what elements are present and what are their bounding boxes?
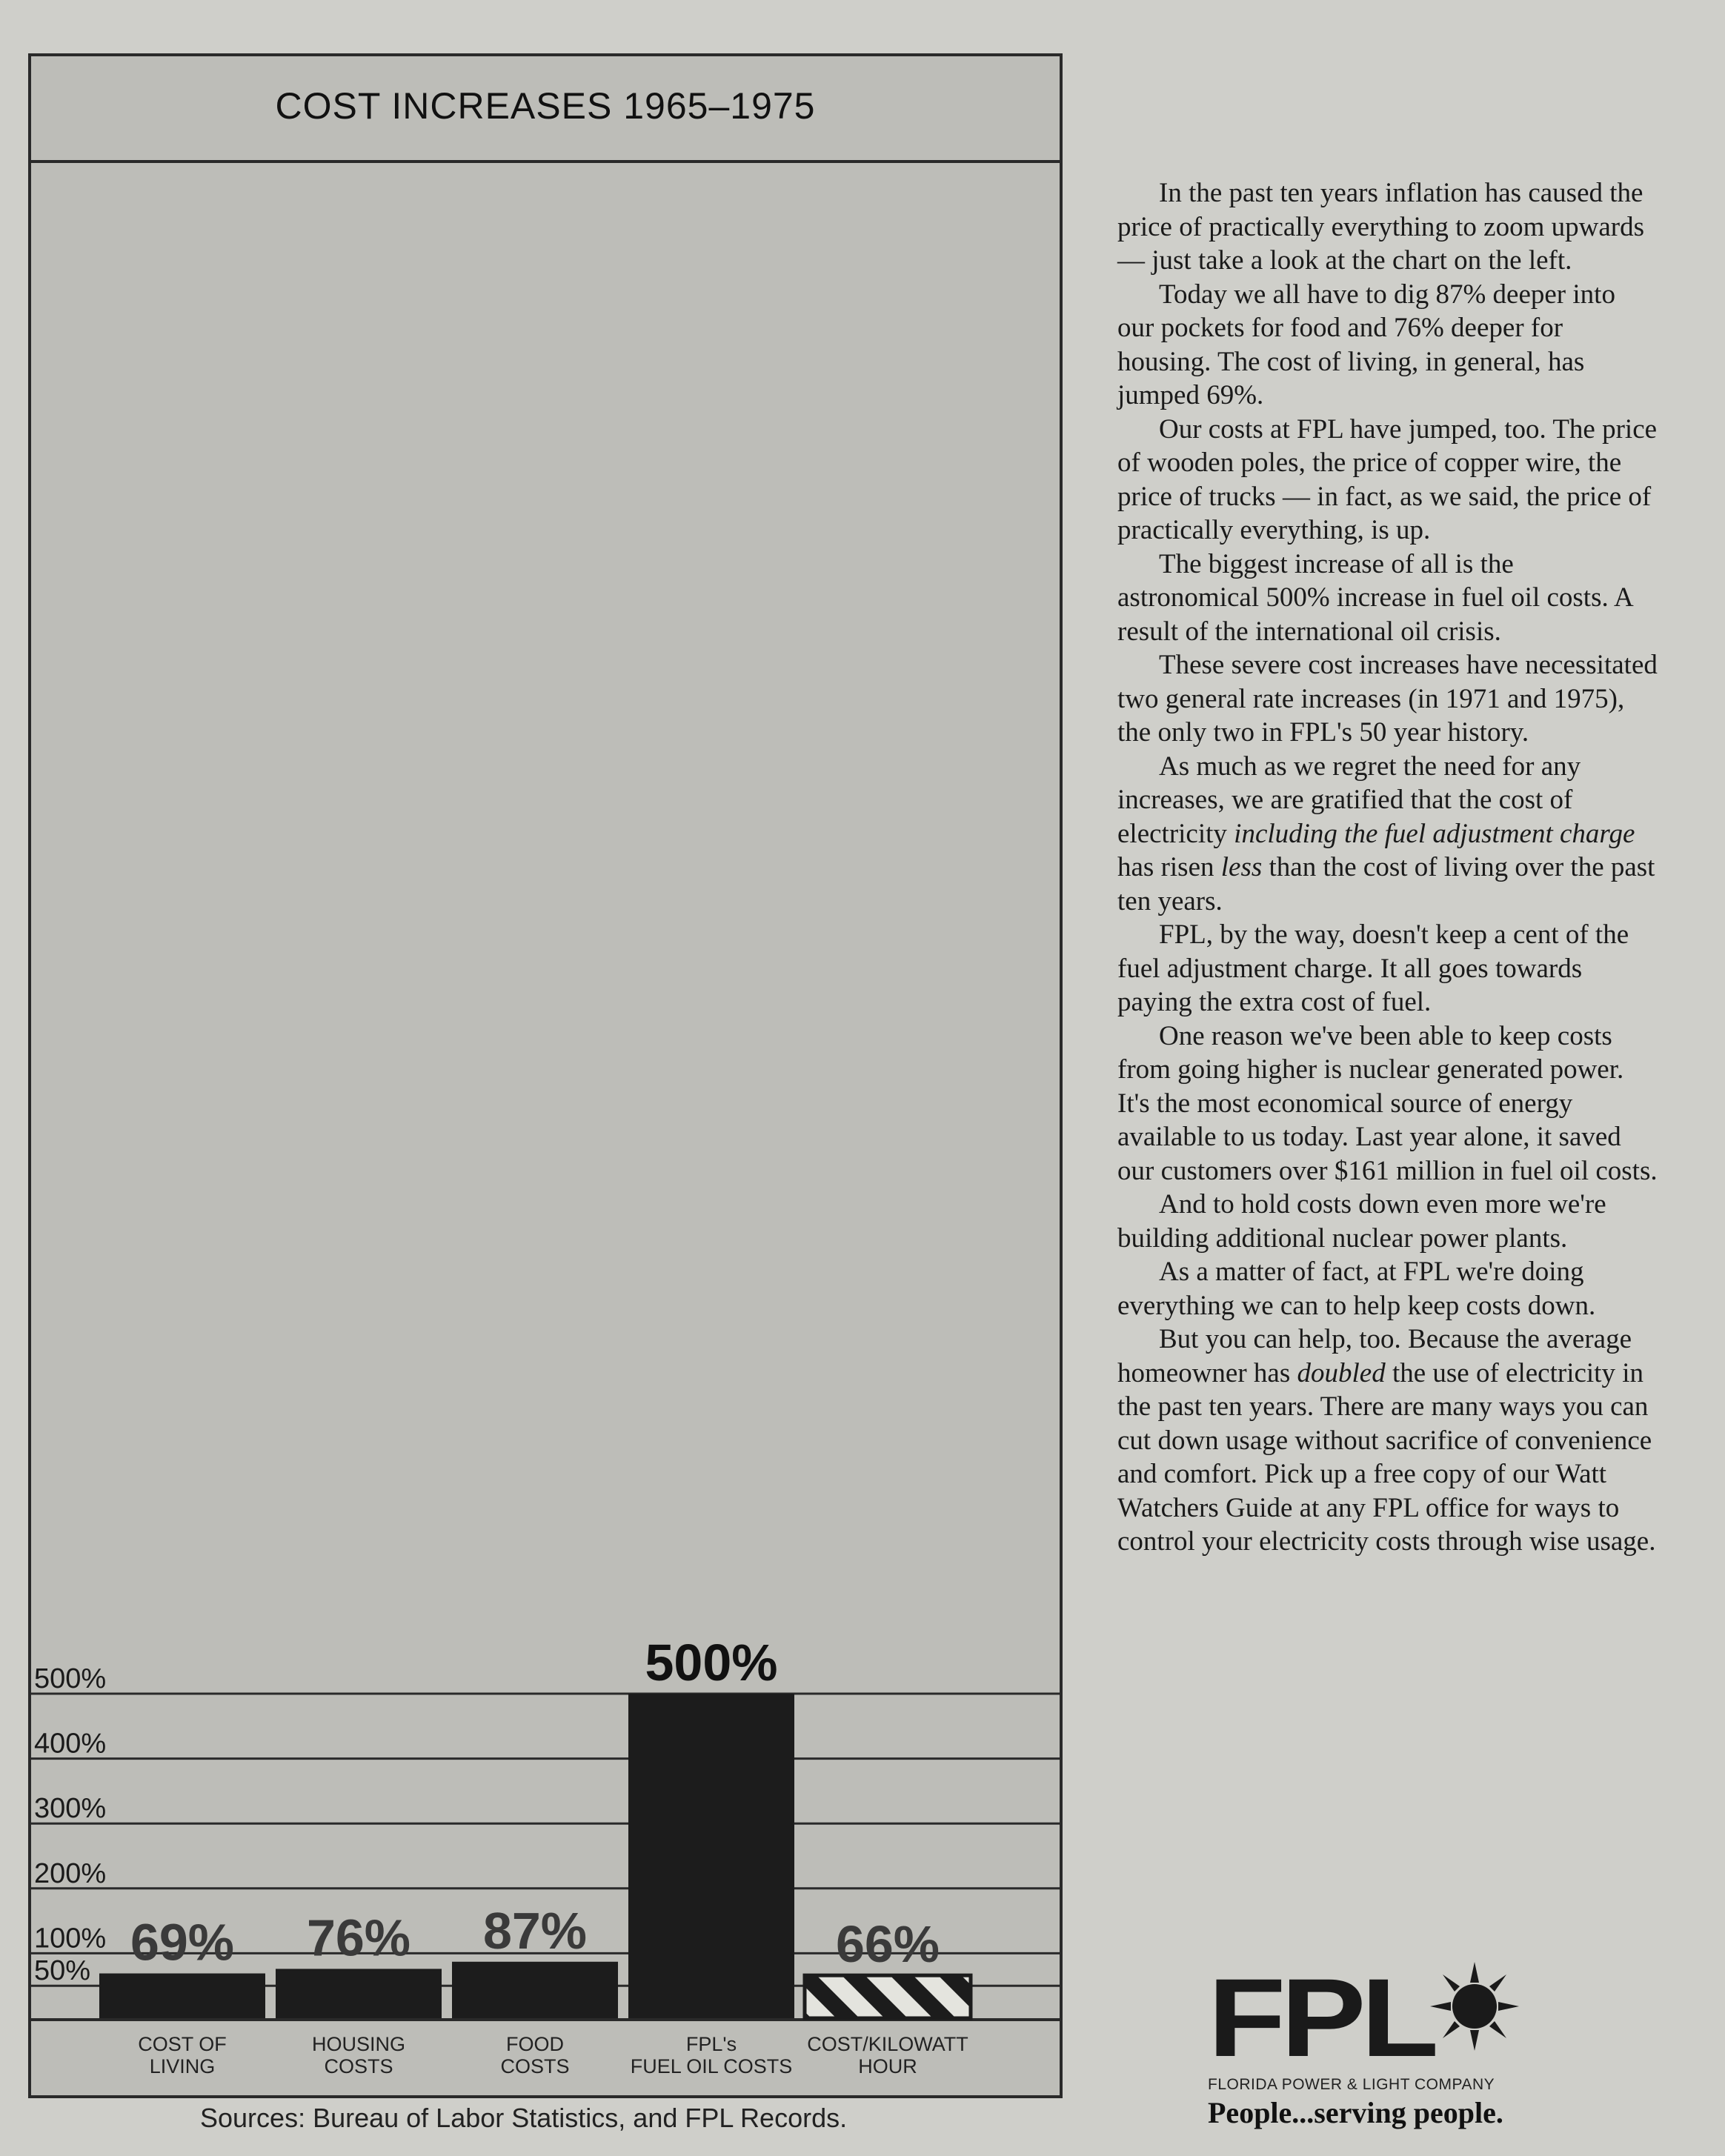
y-tick-label: 500% [34,1663,106,1694]
bar-0 [99,1973,265,2018]
category-label: COST OF LIVING [138,2033,227,2077]
bar-chart: 50%100% 200% 300% 400% 500% 69% COST OF LIVING 7… [31,160,1060,2077]
company-name: FLORIDA POWER & LIGHT COMPANY [1208,2076,1495,2093]
y-tick-label: 50% [34,1955,90,1986]
paragraph-9: And to hold costs down even more we're b… [1117,1189,1606,1254]
category-label: HOUSING COSTS [312,2033,405,2077]
bar-value-label: 69% [130,1914,234,1972]
chart-sources: Sources: Bureau of Labor Statistics, and… [200,2103,848,2133]
paragraph-8: One reason we've been able to keep costs… [1117,1020,1658,1186]
paragraph-5: These severe cost increases have necessi… [1117,650,1658,748]
bar-value-label: 87% [483,1902,587,1960]
bar-value-label: 66% [836,1915,940,1973]
y-tick-label: 200% [34,1858,106,1889]
bar-value-label: 500% [645,1634,777,1691]
bar-2 [452,1961,618,2018]
y-tick-label: 300% [34,1793,106,1824]
paragraph-7: FPL, by the way, doesn't keep a cent of … [1117,919,1629,1017]
chart-title: COST INCREASES 1965–1975 [275,85,816,127]
bar-4 [802,1973,973,2020]
paragraph-4: The biggest increase of all is the astro… [1117,548,1632,647]
paragraph-1: In the past ten years inflation has caus… [1117,178,1644,276]
category-label: FOOD COSTS [500,2033,569,2077]
paragraph-3: Our costs at FPL have jumped, too. The p… [1117,413,1658,546]
paragraph-11: But you can help, too. Because the avera… [1117,1324,1656,1557]
fpl-logo-mark: FPL [1208,1955,1439,2080]
paragraph-6: As much as we regret the need for any in… [1117,751,1655,916]
bar-value-label: 76% [307,1909,411,1966]
bar-3 [628,1694,794,2018]
company-slogan: People...serving people. [1208,2096,1503,2129]
paragraph-2: Today we all have to dig 87% deeper into… [1117,279,1615,411]
bar-1 [276,1969,442,2018]
fpl-logo: FPL FLORIDA POWER & LIGHT COMPANY People… [1208,1962,1519,2147]
y-tick-label: 400% [34,1729,106,1760]
sun-icon [1430,1962,1519,2051]
y-tick-label: 100% [34,1923,106,1954]
chart-panel: COST INCREASES 1965–1975 50% 100% 200% 300%… [28,53,1063,2098]
category-label: FPL's FUEL OIL COSTS [631,2033,793,2077]
advertisement-copy: In the past ten years inflation has caus… [1117,176,1658,1559]
category-label: COST/KILOWATT HOUR [807,2033,968,2077]
paragraph-10: As a matter of fact, at FPL we're doing … [1117,1257,1596,1321]
